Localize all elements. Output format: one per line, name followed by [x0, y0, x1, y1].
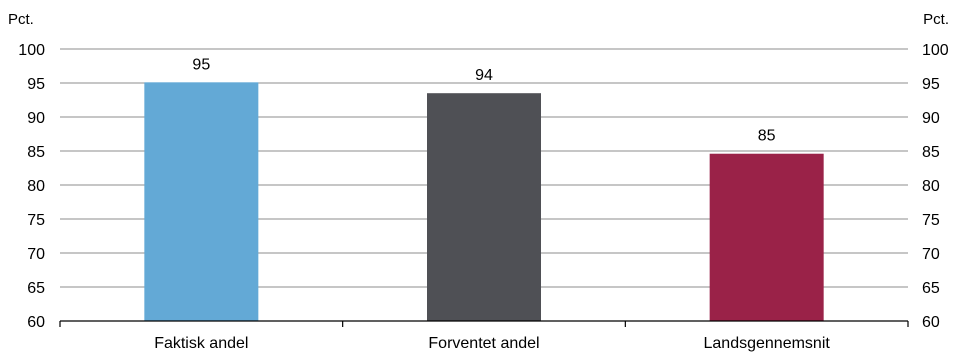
category-label-0: Faktisk andel [154, 335, 248, 352]
y-tick-label-left: 100 [18, 42, 45, 59]
data-label-0: 95 [192, 56, 210, 73]
y-tick-label-left: 85 [27, 144, 45, 161]
category-label-1: Forventet andel [428, 335, 539, 352]
y-tick-label-right: 80 [922, 178, 940, 195]
y-tick-label-left: 65 [27, 280, 45, 297]
y-tick-label-right: 70 [922, 246, 940, 263]
axis-layer [59, 320, 909, 327]
y-tick-label-right: 90 [922, 110, 940, 127]
label-layer: 60 60 65 65 70 70 75 75 80 80 85 85 90 90 95 95 100 100 95… [18, 42, 949, 352]
y-tick-label-right: 65 [922, 280, 940, 297]
y-tick-label-left: 80 [27, 178, 45, 195]
y-tick-label-left: 75 [27, 212, 45, 229]
y-tick-label-right: 95 [922, 76, 940, 93]
bar-2 [709, 153, 824, 321]
y-tick-label-right: 85 [922, 144, 940, 161]
y-tick-label-right: 60 [922, 314, 940, 331]
bar-0 [144, 82, 259, 321]
y-tick-label-right: 100 [922, 42, 949, 59]
y-tick-label-left: 95 [27, 76, 45, 93]
bar-1 [427, 93, 541, 321]
data-label-1: 94 [475, 67, 493, 84]
y-tick-label-right: 75 [922, 212, 940, 229]
left-unit-label: Pct. [8, 11, 34, 28]
data-label-2: 85 [758, 128, 776, 145]
y-tick-label-left: 70 [27, 246, 45, 263]
right-unit-label: Pct. [923, 11, 949, 28]
bar-layer [144, 82, 824, 321]
y-tick-label-left: 60 [27, 314, 45, 331]
category-label-2: Landsgennemsnit [704, 335, 831, 352]
y-tick-label-left: 90 [27, 110, 45, 127]
